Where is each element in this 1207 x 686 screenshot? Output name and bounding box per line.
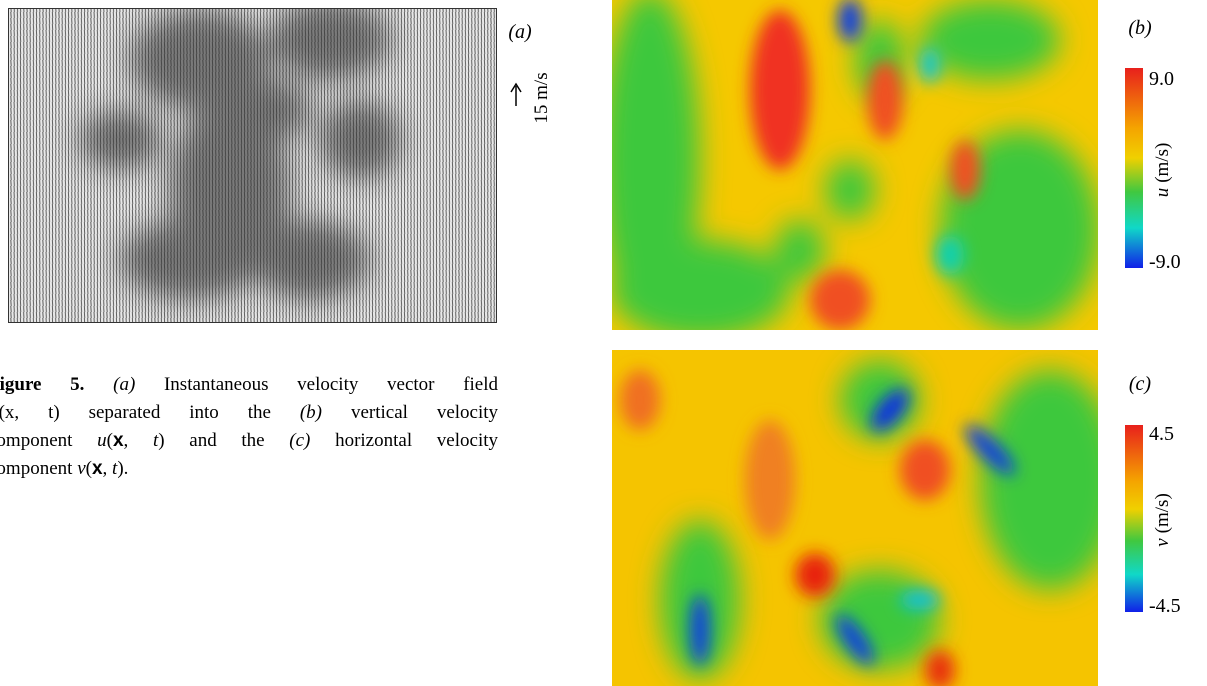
caption-text: , [124, 430, 153, 451]
caption-text: horizontal velocity [335, 430, 498, 451]
panel-label: (c) [1129, 373, 1152, 395]
colorbar-var: u [1152, 188, 1173, 198]
colorbar-title: u (m/s) [1152, 143, 1173, 198]
scale-label: 15 m/s [531, 72, 552, 123]
caption-text: x [113, 430, 124, 451]
caption-text: (c) [289, 430, 310, 451]
panel-label: (b) [1128, 17, 1152, 39]
caption-line: Figure 5. (a) Instantaneous velocity vec… [0, 371, 498, 399]
caption-text: separated into the [89, 402, 271, 423]
colorbar-max: 9.0 [1149, 68, 1174, 90]
colorbar-max: 4.5 [1149, 423, 1174, 445]
colorbar-min: -9.0 [1149, 251, 1181, 273]
caption-text: component [0, 458, 72, 479]
heatmap-u [600, 0, 1100, 340]
caption-line: component u(x, t) and the (c) horizontal… [0, 427, 498, 455]
panel-label: (a) [508, 21, 532, 43]
caption-text: (x, t) [0, 402, 60, 423]
figure: (a) 15 m/s (b) 9.0 -9.0 u (m/s) [0, 0, 1207, 686]
caption-text: x [92, 458, 103, 479]
colorbar [1125, 68, 1143, 268]
caption-text: v [77, 458, 85, 479]
caption-text: ). [117, 458, 128, 479]
caption: Figure 5. (a) Instantaneous velocity vec… [0, 371, 498, 483]
caption-text: (b) [300, 402, 322, 423]
caption-text: vertical velocity [351, 402, 498, 423]
colorbar-title: v (m/s) [1152, 493, 1173, 547]
caption-text: u [97, 430, 107, 451]
caption-text: component [0, 430, 72, 451]
caption-text: and the [189, 430, 264, 451]
caption-text: ) [158, 430, 164, 451]
caption-line: u(x, t) separated into the (b) vertical … [0, 399, 498, 427]
caption-text: (a) [113, 374, 135, 395]
vector-field [8, 0, 497, 323]
figure-label: Figure 5. [0, 374, 84, 395]
caption-text: , [103, 458, 113, 479]
heatmap-v [612, 350, 1120, 686]
colorbar [1125, 425, 1143, 612]
colorbar-unit: (m/s) [1152, 143, 1173, 183]
caption-text: Instantaneous velocity vector field [164, 374, 498, 395]
page: {"panel_a": {"label": "(a)", "scale": "1… [0, 0, 1207, 686]
colorbar-unit: (m/s) [1152, 493, 1173, 533]
colorbar-var: v [1152, 538, 1173, 547]
caption-line: component v(x, t). [0, 455, 498, 483]
colorbar-min: -4.5 [1149, 595, 1181, 617]
